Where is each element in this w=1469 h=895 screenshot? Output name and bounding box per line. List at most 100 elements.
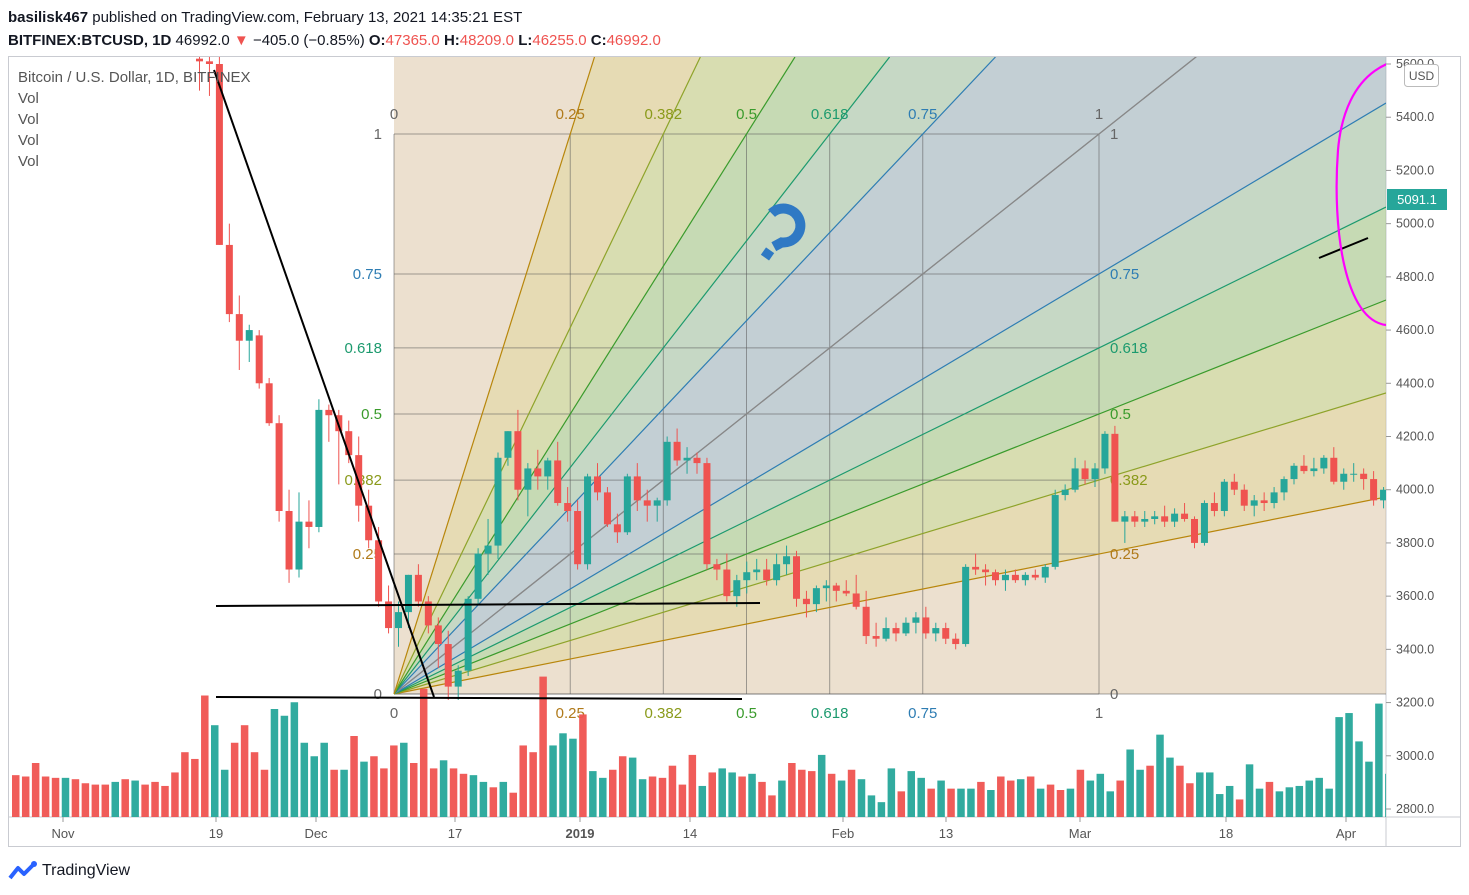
legend-indicator-vol-4[interactable]: Vol <box>18 153 39 170</box>
volume-bar <box>1285 787 1294 817</box>
volume-bar <box>738 776 746 817</box>
volume-bar <box>400 742 408 817</box>
author-name[interactable]: basilisk467 <box>8 9 89 26</box>
candle-body <box>1061 489 1069 496</box>
currency-badge[interactable] <box>1404 64 1439 87</box>
horizontal-support-line[interactable] <box>215 602 761 607</box>
publish-line: basilisk467 published on TradingView.com… <box>8 6 1458 29</box>
price-tick-label: 3200.0 <box>1396 696 1434 710</box>
fib-top-label: 0.25 <box>556 106 585 123</box>
volume-bar <box>658 777 667 817</box>
time-tick-label: 13 <box>939 826 953 841</box>
candle-body <box>215 64 223 245</box>
fan-ray-tall <box>393 57 596 695</box>
candle-body <box>832 585 840 591</box>
volume-bar <box>181 752 189 817</box>
tradingview-logo-icon[interactable] <box>8 860 38 884</box>
volume-bar <box>499 781 508 817</box>
volume-bar <box>519 745 527 817</box>
volume-bar <box>857 779 866 817</box>
volume-bar <box>230 742 239 817</box>
candle-body <box>733 580 741 597</box>
volume-bar <box>927 788 935 817</box>
candle-body <box>1220 481 1228 511</box>
candle-body <box>1210 503 1218 511</box>
candle-body <box>245 330 253 341</box>
drawings[interactable] <box>213 59 1440 700</box>
magenta-annotation-curve[interactable] <box>1335 59 1440 327</box>
price-tick-label: 5400.0 <box>1396 110 1434 124</box>
volume-bar <box>320 742 328 817</box>
candle-body <box>663 441 671 501</box>
price-axis[interactable]: 2800.0 3000.0 3200.0 3400.0 3600.0 3800.0 4000… <box>1386 57 1434 816</box>
volume-bar <box>141 784 149 817</box>
volume-bar <box>439 760 448 817</box>
candle-body <box>494 457 502 546</box>
time-tick-label: Feb <box>832 826 854 841</box>
fib-bottom-label: 0 <box>390 705 398 722</box>
candle-body <box>1161 516 1169 522</box>
time-axis[interactable]: Nov 19 Dec 17 2019 14 Feb 13 Mar 18 Apr <box>51 817 1357 841</box>
fan-ray-wide <box>393 102 1386 695</box>
candle-body <box>922 617 930 634</box>
volume-bar <box>867 795 876 817</box>
candle-body <box>703 463 711 565</box>
candle-body <box>594 476 601 493</box>
horizontal-low-line[interactable] <box>215 696 743 700</box>
volume-bar <box>81 783 90 817</box>
candle-body <box>1360 473 1368 480</box>
candle-body <box>275 423 283 511</box>
fib-right-label: 0.25 <box>1110 546 1139 563</box>
candle-body <box>265 383 273 424</box>
fan-ray-wide <box>393 392 1386 695</box>
time-tick-label: 14 <box>683 826 697 841</box>
legend-indicator-vol-3[interactable]: Vol <box>18 132 39 149</box>
fib-bottom-label: 0.618 <box>811 705 849 722</box>
fan-band-wide <box>394 57 1386 694</box>
down-triangle-icon: ▼ <box>233 32 249 49</box>
candle-body <box>196 58 203 62</box>
legend-title: Bitcoin / U.S. Dollar, 1D, BITFINEX <box>18 69 251 86</box>
candle-body <box>365 505 373 541</box>
open-label: O: <box>368 32 386 49</box>
candle-body <box>643 500 651 506</box>
volume-bar <box>847 769 856 817</box>
volume-bar <box>1275 791 1284 817</box>
volume-bar <box>459 773 468 817</box>
candle-body <box>763 569 771 581</box>
trend-line-down[interactable] <box>213 69 435 698</box>
volume-bar <box>589 771 597 817</box>
volume-bar <box>101 784 110 817</box>
candle-body <box>812 588 820 605</box>
volume-bar <box>211 725 219 817</box>
fib-top-label: 0.75 <box>908 106 937 123</box>
volume-bar <box>1086 780 1095 817</box>
fan-ray-tall <box>393 57 1197 695</box>
volume-bar <box>1255 788 1264 817</box>
volume-bar <box>1066 788 1075 817</box>
volume-bar <box>1007 780 1015 817</box>
volume-bar <box>648 776 657 817</box>
legend-indicator-vol-1[interactable]: Vol <box>18 90 39 107</box>
candle-body <box>1250 500 1258 506</box>
volume-bar <box>429 768 438 817</box>
candle-body <box>783 556 791 565</box>
fib-left-label: 0.618 <box>344 340 382 357</box>
fan-ray-tall <box>393 57 701 695</box>
candle-body <box>1131 516 1139 522</box>
candle-body <box>454 670 462 687</box>
fib-right-label: 0.618 <box>1110 340 1148 357</box>
candle-body <box>1011 574 1019 581</box>
tradingview-brand[interactable]: TradingView <box>42 862 131 879</box>
fib-bottom-label: 0.382 <box>645 705 683 722</box>
candle-body <box>1310 468 1318 472</box>
volume-bar <box>1365 761 1373 817</box>
legend-indicator-vol-2[interactable]: Vol <box>18 111 39 128</box>
volume-bar <box>599 777 607 817</box>
price-tick-label: 3400.0 <box>1396 642 1434 656</box>
short-trend-line[interactable] <box>1318 237 1369 259</box>
volume-bar <box>370 756 378 817</box>
candle-body <box>564 503 572 511</box>
